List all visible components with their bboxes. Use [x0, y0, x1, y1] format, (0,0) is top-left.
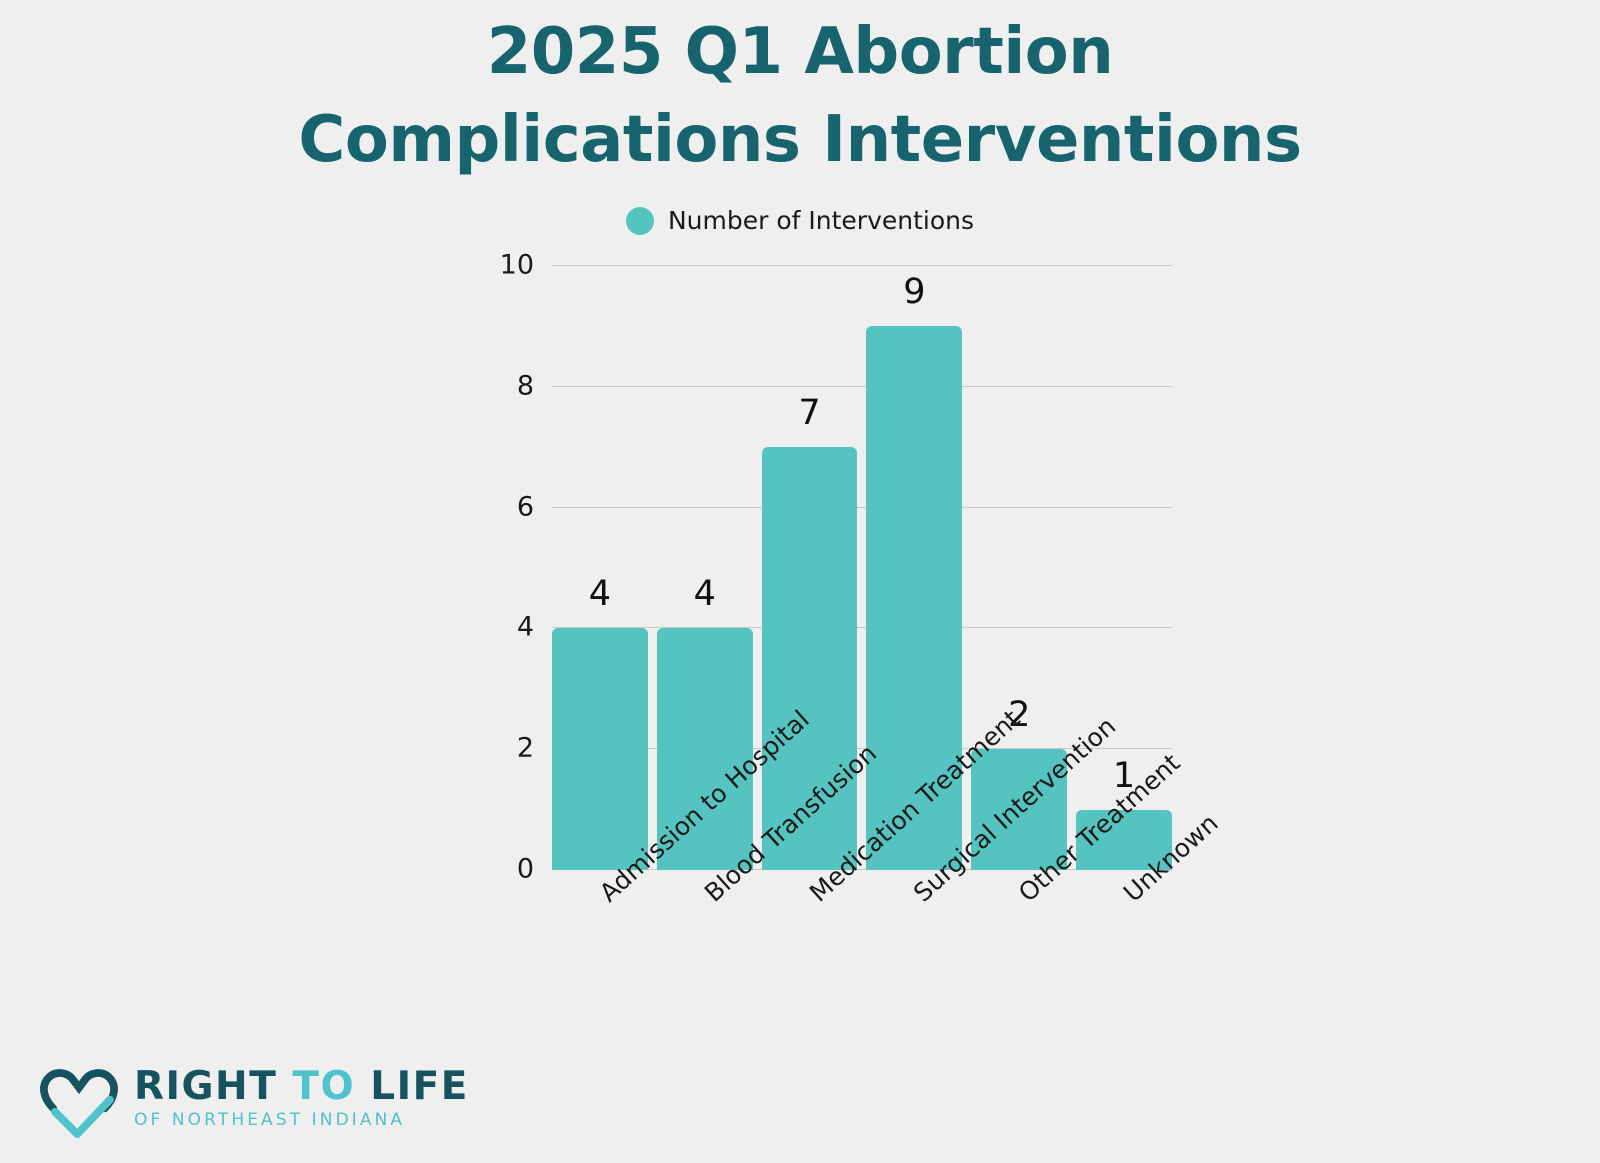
bar-value-label: 4	[693, 574, 716, 615]
legend-item-label: Number of Interventions	[667, 206, 975, 235]
bar[interactable]	[656, 628, 753, 870]
chart-plot-area: 0 2 4 6 8 10 4 4 7 9 2	[500, 250, 1172, 885]
x-axis-label-slot: Other Treatment	[971, 748, 1186, 1070]
x-axis-label-slot: Medication Treatment	[762, 704, 1025, 1070]
x-axis-label-slot: Blood Transfusion	[657, 739, 882, 1070]
bar-series: 4 4 7 9 2 1	[552, 266, 1172, 870]
heart-check-icon	[40, 1069, 118, 1138]
bar[interactable]	[1076, 809, 1172, 870]
logo-title: RIGHT TO LIFE	[134, 1065, 469, 1109]
y-axis-tick-label: 2	[516, 732, 534, 764]
x-axis-label-slot: Unknown	[1076, 808, 1224, 1070]
y-axis-tick-label: 10	[499, 249, 534, 281]
logo-word-to: TO	[292, 1064, 356, 1109]
y-axis-tick-label: 8	[516, 370, 534, 402]
gridline: 10	[500, 250, 1172, 281]
gridline: 2	[517, 733, 1172, 764]
gridline: 4	[517, 612, 1172, 643]
legend-item-number-of-interventions[interactable]: Number of Interventions	[625, 206, 975, 235]
y-axis-tick-label: 0	[516, 853, 534, 885]
bar[interactable]	[971, 749, 1068, 870]
gridline: 8	[517, 370, 1172, 401]
bar-value-label: 4	[588, 574, 612, 615]
bar[interactable]	[552, 628, 648, 870]
organization-logo[interactable]: RIGHT TO LIFE OF NORTHEAST INDIANA	[36, 1055, 469, 1141]
bar-value-label: 7	[798, 393, 821, 434]
x-axis-labels: Admission to Hospital Blood Transfusion …	[552, 704, 1224, 1070]
legend-swatch-circle-icon	[625, 206, 654, 235]
bar-value-label: 1	[1112, 755, 1136, 796]
x-axis-label-slot: Surgical Intervention	[866, 711, 1121, 1070]
gridline: 0	[517, 854, 1172, 885]
logo-subtitle: OF NORTHEAST INDIANA	[134, 1110, 406, 1130]
logo-text: RIGHT TO LIFE OF NORTHEAST INDIANA	[134, 1065, 469, 1131]
bar-group: 1	[1076, 266, 1172, 870]
page-title-line-1: 2025 Q1 Abortion	[486, 15, 1114, 89]
bar-value-label: 9	[903, 272, 926, 313]
bar-value-label: 2	[1008, 695, 1031, 736]
bar-group: 4	[552, 266, 648, 870]
bar[interactable]	[761, 447, 858, 870]
bar-group: 4	[656, 266, 753, 870]
gridline: 6	[517, 491, 1172, 522]
y-axis-tick-label: 6	[516, 491, 534, 523]
logo-word-right: RIGHT	[134, 1064, 278, 1109]
logo-word-life: LIFE	[370, 1064, 469, 1109]
bar-group: 7	[761, 266, 858, 870]
page-title-line-2: Complications Interventions	[298, 103, 1302, 177]
y-axis-tick-label: 4	[516, 611, 534, 643]
bar-group: 9	[866, 266, 963, 870]
x-axis-label-slot: Admission to Hospital	[552, 705, 815, 1070]
page-title: 2025 Q1 Abortion Complications Intervent…	[0, 8, 1600, 184]
bar[interactable]	[866, 326, 963, 870]
bar-group: 2	[971, 266, 1068, 870]
chart-legend: Number of Interventions	[0, 206, 1600, 235]
